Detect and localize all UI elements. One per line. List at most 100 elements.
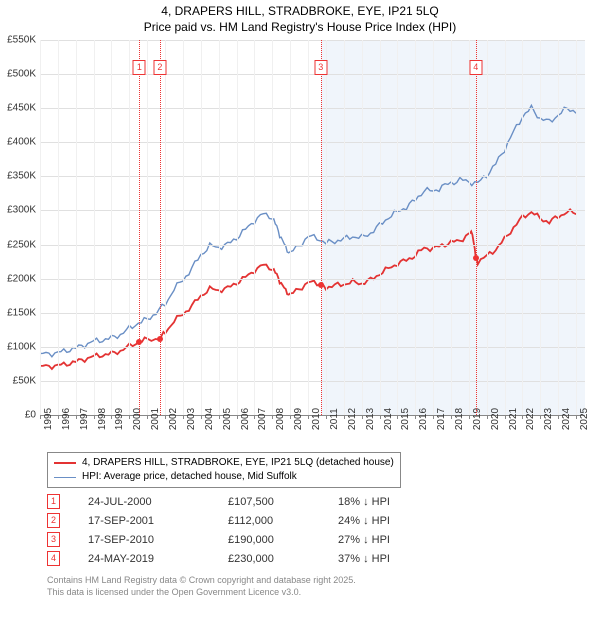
- x-axis-tick: [326, 415, 327, 419]
- gridline-vertical: [201, 40, 202, 415]
- gridline-vertical: [433, 40, 434, 415]
- sale-point: [136, 339, 142, 345]
- sales-table-row: 124-JUL-2000£107,50018% ↓ HPI: [47, 492, 448, 511]
- sales-table-marker: 4: [47, 551, 60, 566]
- x-axis-tick: [237, 415, 238, 419]
- gridline-vertical: [219, 40, 220, 415]
- sales-table-date: 17-SEP-2010: [88, 534, 228, 546]
- x-axis-tick: [522, 415, 523, 419]
- x-axis-label: 2023: [543, 408, 554, 430]
- chart-area: £0£50K£100K£150K£200K£250K£300K£350K£400…: [40, 40, 585, 416]
- title-line-1: 4, DRAPERS HILL, STRADBROKE, EYE, IP21 5…: [0, 4, 600, 20]
- y-axis-label: £50K: [13, 375, 36, 386]
- x-axis-tick: [308, 415, 309, 419]
- x-axis-label: 2018: [454, 408, 465, 430]
- y-axis-label: £150K: [7, 307, 36, 318]
- gridline-horizontal: [40, 279, 585, 280]
- x-axis-tick: [540, 415, 541, 419]
- x-axis-label: 2019: [472, 408, 483, 430]
- gridline-vertical: [415, 40, 416, 415]
- x-axis-tick: [201, 415, 202, 419]
- gridline-vertical: [183, 40, 184, 415]
- gridline-vertical: [558, 40, 559, 415]
- x-axis-tick: [397, 415, 398, 419]
- gridline-vertical: [522, 40, 523, 415]
- gridline-horizontal: [40, 176, 585, 177]
- x-axis-tick: [147, 415, 148, 419]
- gridline-vertical: [397, 40, 398, 415]
- sale-marker-line: [160, 40, 161, 415]
- x-axis-tick: [111, 415, 112, 419]
- chart-title: 4, DRAPERS HILL, STRADBROKE, EYE, IP21 5…: [0, 0, 600, 35]
- gridline-horizontal: [40, 347, 585, 348]
- x-axis-tick: [219, 415, 220, 419]
- sale-point: [473, 255, 479, 261]
- gridline-horizontal: [40, 142, 585, 143]
- sales-table-marker: 2: [47, 513, 60, 528]
- legend-label: HPI: Average price, detached house, Mid …: [82, 470, 297, 484]
- gridline-vertical: [451, 40, 452, 415]
- x-axis-label: 2004: [204, 408, 215, 430]
- x-axis-label: 2000: [132, 408, 143, 430]
- sale-marker-line: [321, 40, 322, 415]
- gridline-vertical: [237, 40, 238, 415]
- x-axis-tick: [94, 415, 95, 419]
- x-axis-label: 2025: [579, 408, 590, 430]
- y-axis-label: £550K: [7, 35, 36, 46]
- y-axis-label: £500K: [7, 69, 36, 80]
- x-axis-label: 2015: [400, 408, 411, 430]
- x-axis-label: 1996: [61, 408, 72, 430]
- gridline-vertical: [272, 40, 273, 415]
- gridline-vertical: [40, 40, 41, 415]
- x-axis-tick: [380, 415, 381, 419]
- x-axis-label: 2002: [168, 408, 179, 430]
- x-axis-label: 1999: [114, 408, 125, 430]
- y-axis-label: £450K: [7, 103, 36, 114]
- sales-table-price: £112,000: [228, 515, 338, 527]
- x-axis-tick: [40, 415, 41, 419]
- x-axis-tick: [76, 415, 77, 419]
- gridline-vertical: [362, 40, 363, 415]
- x-axis-tick: [129, 415, 130, 419]
- sale-marker-box: 3: [314, 60, 327, 75]
- x-axis-tick: [344, 415, 345, 419]
- x-axis-tick: [165, 415, 166, 419]
- gridline-vertical: [94, 40, 95, 415]
- title-line-2: Price paid vs. HM Land Registry's House …: [0, 20, 600, 36]
- footer: Contains HM Land Registry data © Crown c…: [47, 575, 356, 598]
- x-axis-tick: [272, 415, 273, 419]
- legend-item: 4, DRAPERS HILL, STRADBROKE, EYE, IP21 5…: [54, 456, 394, 470]
- x-axis-label: 2012: [347, 408, 358, 430]
- y-axis-label: £300K: [7, 205, 36, 216]
- legend-item: HPI: Average price, detached house, Mid …: [54, 470, 394, 484]
- sale-marker-line: [476, 40, 477, 415]
- y-axis-label: £250K: [7, 239, 36, 250]
- gridline-vertical: [344, 40, 345, 415]
- sales-table-diff: 27% ↓ HPI: [338, 534, 448, 546]
- sales-table-row: 317-SEP-2010£190,00027% ↓ HPI: [47, 530, 448, 549]
- x-axis-tick: [505, 415, 506, 419]
- gridline-vertical: [380, 40, 381, 415]
- footer-line-1: Contains HM Land Registry data © Crown c…: [47, 575, 356, 587]
- gridline-vertical: [326, 40, 327, 415]
- gridline-vertical: [487, 40, 488, 415]
- x-axis-label: 2021: [508, 408, 519, 430]
- chart-container: 4, DRAPERS HILL, STRADBROKE, EYE, IP21 5…: [0, 0, 600, 620]
- x-axis-label: 2022: [525, 408, 536, 430]
- gridline-vertical: [308, 40, 309, 415]
- x-axis-label: 1995: [43, 408, 54, 430]
- sales-table-row: 217-SEP-2001£112,00024% ↓ HPI: [47, 511, 448, 530]
- gridline-vertical: [58, 40, 59, 415]
- y-axis-label: £350K: [7, 171, 36, 182]
- gridline-vertical: [129, 40, 130, 415]
- sales-table-diff: 24% ↓ HPI: [338, 515, 448, 527]
- gridline-vertical: [254, 40, 255, 415]
- x-axis-label: 2016: [418, 408, 429, 430]
- x-axis-tick: [433, 415, 434, 419]
- gridline-horizontal: [40, 210, 585, 211]
- x-axis-label: 2013: [365, 408, 376, 430]
- sales-table-price: £107,500: [228, 496, 338, 508]
- legend-swatch: [54, 477, 76, 478]
- sale-point: [157, 336, 163, 342]
- sales-table: 124-JUL-2000£107,50018% ↓ HPI217-SEP-200…: [47, 492, 448, 568]
